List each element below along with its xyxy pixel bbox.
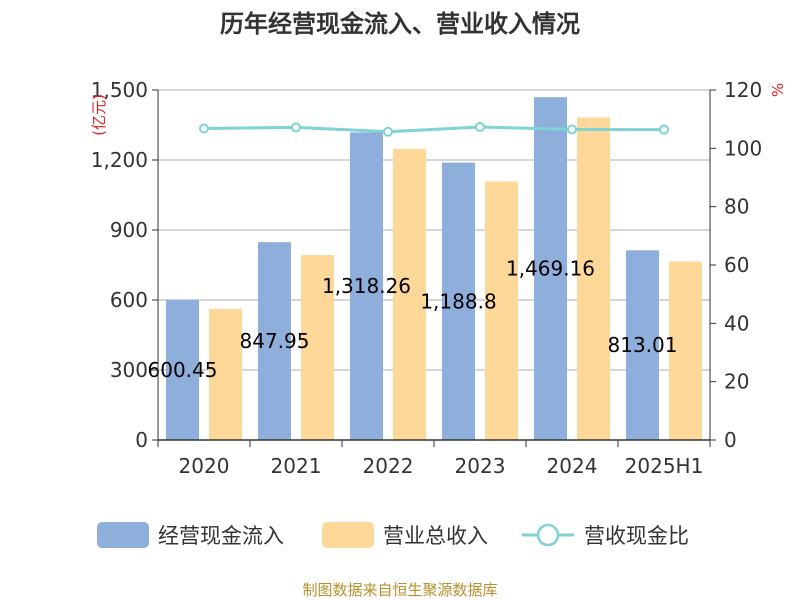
- right-tick-label: 60: [724, 253, 749, 277]
- legend-swatch-cash-inflow: [97, 522, 149, 548]
- x-tick-label: 2023: [455, 454, 506, 478]
- bar-cash-inflow: [534, 97, 567, 441]
- legend-label-revenue: 营业总收入: [383, 524, 488, 548]
- right-tick-label: 0: [724, 428, 737, 452]
- ratio-point: [475, 122, 485, 133]
- bar-cash-inflow: [166, 299, 199, 440]
- ratio-point: [567, 124, 577, 135]
- ratio-point: [659, 124, 669, 135]
- x-tick-label: 2022: [363, 454, 414, 478]
- bars: [166, 97, 702, 441]
- bar-total-revenue: [485, 181, 518, 440]
- bar-value-label: 1,318.26: [322, 274, 411, 298]
- bar-labels: 600.45 847.95 1,318.26 1,188.8 1,469.16 813.0…: [148, 257, 678, 382]
- legend-label-ratio: 营收现金比: [584, 524, 689, 548]
- bar-cash-inflow: [626, 250, 659, 440]
- left-axis-unit: (亿元): [90, 94, 108, 136]
- ratio-point: [291, 122, 301, 133]
- x-tick-label: 2021: [271, 454, 322, 478]
- legend-swatch-ratio-marker: [536, 523, 560, 547]
- axes: 0 300 600 900 1,200 1,500 0 20 40 60 80 100 120 (亿元)%…: [90, 78, 787, 478]
- left-tick-label: 600: [110, 288, 148, 312]
- right-tick-label: 100: [724, 136, 762, 160]
- bar-value-label: 1,188.8: [420, 289, 496, 313]
- bar-value-label: 600.45: [148, 358, 218, 382]
- bar-cash-inflow: [442, 162, 475, 440]
- bar-value-label: 813.01: [608, 333, 678, 357]
- bar-total-revenue: [393, 148, 426, 441]
- x-tick-label: 2024: [547, 454, 598, 478]
- bar-total-revenue: [209, 308, 242, 440]
- left-tick-label: 300: [110, 358, 148, 382]
- bar-value-label: 1,469.16: [506, 257, 595, 281]
- legend-label-cash-inflow: 经营现金流入: [158, 524, 284, 548]
- bar-total-revenue: [301, 254, 334, 440]
- left-tick-label: 0: [135, 428, 148, 452]
- legend-swatch-revenue: [322, 522, 374, 548]
- right-tick-label: 120: [724, 78, 762, 102]
- right-tick-label: 20: [724, 370, 749, 394]
- ratio-line-path: [203, 125, 665, 134]
- right-tick-label: 80: [724, 195, 749, 219]
- bar-total-revenue: [577, 117, 610, 441]
- x-tick-label: 2025H1: [625, 454, 704, 478]
- ratio-line: [199, 122, 669, 137]
- bar-total-revenue: [669, 261, 702, 440]
- bar-value-label: 847.95: [240, 329, 310, 353]
- left-tick-label: 1,200: [91, 148, 148, 172]
- data-source: 制图数据来自恒生聚源数据库: [302, 581, 497, 599]
- left-tick-label: 900: [110, 218, 148, 242]
- grid-lines: [158, 89, 710, 371]
- right-axis-unit: %: [769, 83, 787, 97]
- right-tick-label: 40: [724, 311, 749, 335]
- left-tick-label: 1,500: [91, 78, 148, 102]
- bar-cash-inflow: [350, 132, 383, 440]
- bar-cash-inflow: [258, 242, 291, 440]
- ratio-point: [199, 123, 209, 134]
- chart-title: 历年经营现金流入、营业收入情况: [220, 10, 580, 38]
- x-tick-label: 2020: [179, 454, 230, 478]
- ratio-point: [383, 126, 393, 137]
- legend: 经营现金流入 营业总收入 营收现金比: [97, 522, 689, 548]
